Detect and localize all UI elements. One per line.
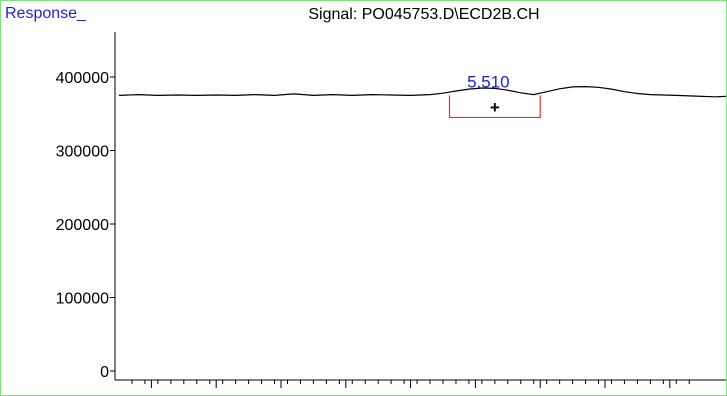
y-tick-label: 400000 [56,70,109,87]
peak-retention-label: 5.510 [467,72,510,91]
y-tick-label: 100000 [56,291,109,308]
x-axis-label: Time [5,394,40,396]
y-tick-label: 0 [100,364,109,381]
integration-box [448,95,541,119]
signal-trace [118,85,726,98]
peak-marker: + [490,98,500,117]
y-tick-label: 300000 [56,144,109,161]
y-axis-label: Response_ [5,5,87,22]
chart-title: Signal: PO045753.D\ECD2B.CH [308,6,539,23]
y-tick-label: 200000 [56,217,109,234]
